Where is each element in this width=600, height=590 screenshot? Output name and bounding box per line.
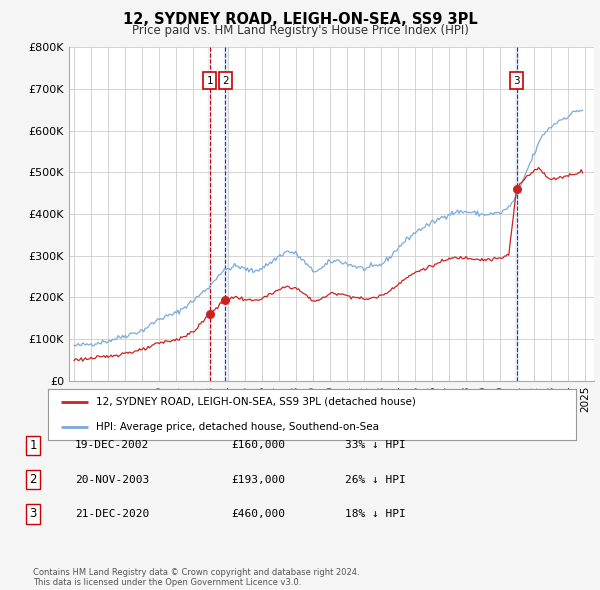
Text: 19-DEC-2002: 19-DEC-2002 <box>75 441 149 450</box>
Text: 26% ↓ HPI: 26% ↓ HPI <box>345 475 406 484</box>
Bar <box>224 47 227 381</box>
Text: HPI: Average price, detached house, Southend-on-Sea: HPI: Average price, detached house, Sout… <box>95 422 379 432</box>
Text: 1: 1 <box>206 76 213 86</box>
Text: £460,000: £460,000 <box>231 509 285 519</box>
Text: 3: 3 <box>29 507 37 520</box>
Text: Contains HM Land Registry data © Crown copyright and database right 2024.
This d: Contains HM Land Registry data © Crown c… <box>33 568 359 587</box>
Text: Price paid vs. HM Land Registry's House Price Index (HPI): Price paid vs. HM Land Registry's House … <box>131 24 469 37</box>
Bar <box>208 47 211 381</box>
Bar <box>515 47 518 381</box>
Text: 18% ↓ HPI: 18% ↓ HPI <box>345 509 406 519</box>
Text: £193,000: £193,000 <box>231 475 285 484</box>
Text: 1: 1 <box>29 439 37 452</box>
Text: 2: 2 <box>222 76 229 86</box>
Text: 20-NOV-2003: 20-NOV-2003 <box>75 475 149 484</box>
Text: 2: 2 <box>29 473 37 486</box>
Text: 12, SYDNEY ROAD, LEIGH-ON-SEA, SS9 3PL: 12, SYDNEY ROAD, LEIGH-ON-SEA, SS9 3PL <box>122 12 478 27</box>
Text: 21-DEC-2020: 21-DEC-2020 <box>75 509 149 519</box>
Text: £160,000: £160,000 <box>231 441 285 450</box>
Text: 33% ↓ HPI: 33% ↓ HPI <box>345 441 406 450</box>
Text: 12, SYDNEY ROAD, LEIGH-ON-SEA, SS9 3PL (detached house): 12, SYDNEY ROAD, LEIGH-ON-SEA, SS9 3PL (… <box>95 397 415 407</box>
Text: 3: 3 <box>514 76 520 86</box>
